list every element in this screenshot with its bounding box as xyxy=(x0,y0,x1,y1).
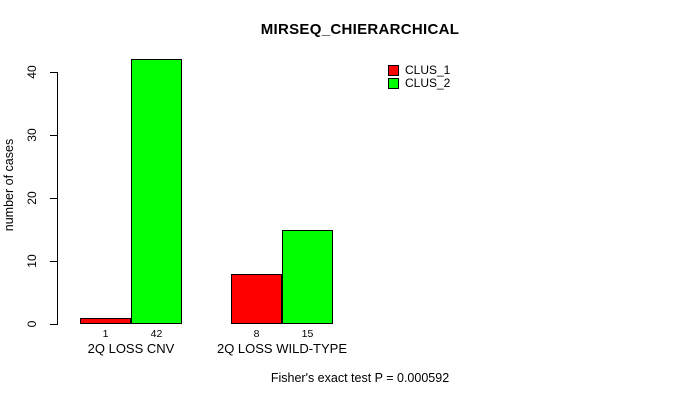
y-tick xyxy=(50,197,57,199)
bar-value-label: 1 xyxy=(102,328,109,340)
legend: CLUS_1 CLUS_2 xyxy=(388,64,450,89)
legend-swatch-clus1 xyxy=(388,64,399,76)
y-tick xyxy=(50,71,57,73)
category-label: 2Q LOSS CNV xyxy=(87,341,175,356)
annotation-text: Fisher's exact test P = 0.000592 xyxy=(270,371,450,385)
y-tick-label: 20 xyxy=(25,191,39,205)
chart-title: MIRSEQ_CHIERARCHICAL xyxy=(260,21,460,38)
y-tick xyxy=(50,134,57,136)
y-axis-line xyxy=(57,72,59,325)
y-tick-label: 40 xyxy=(25,65,39,79)
y-tick xyxy=(50,323,57,325)
legend-swatch-clus2 xyxy=(388,77,399,89)
bar-clus_2-group1 xyxy=(131,59,182,324)
bar-clus_1-group1 xyxy=(80,317,131,324)
bar-value-label: 42 xyxy=(150,328,163,340)
bar-clus_2-group2 xyxy=(282,229,333,324)
legend-item-clus1: CLUS_1 xyxy=(388,64,450,76)
y-tick-label: 0 xyxy=(25,320,39,328)
category-label: 2Q LOSS WILD-TYPE xyxy=(216,341,348,356)
bar-clus_1-group2 xyxy=(231,273,282,324)
y-tick-label: 10 xyxy=(25,254,39,268)
legend-label-clus1: CLUS_1 xyxy=(405,63,451,77)
bar-value-label: 8 xyxy=(253,328,260,340)
legend-item-clus2: CLUS_2 xyxy=(388,77,450,89)
y-tick xyxy=(50,260,57,262)
bar-value-label: 15 xyxy=(301,328,314,340)
y-tick-label: 30 xyxy=(25,128,39,142)
y-axis-label: number of cases xyxy=(2,138,16,232)
legend-label-clus2: CLUS_2 xyxy=(405,76,451,90)
